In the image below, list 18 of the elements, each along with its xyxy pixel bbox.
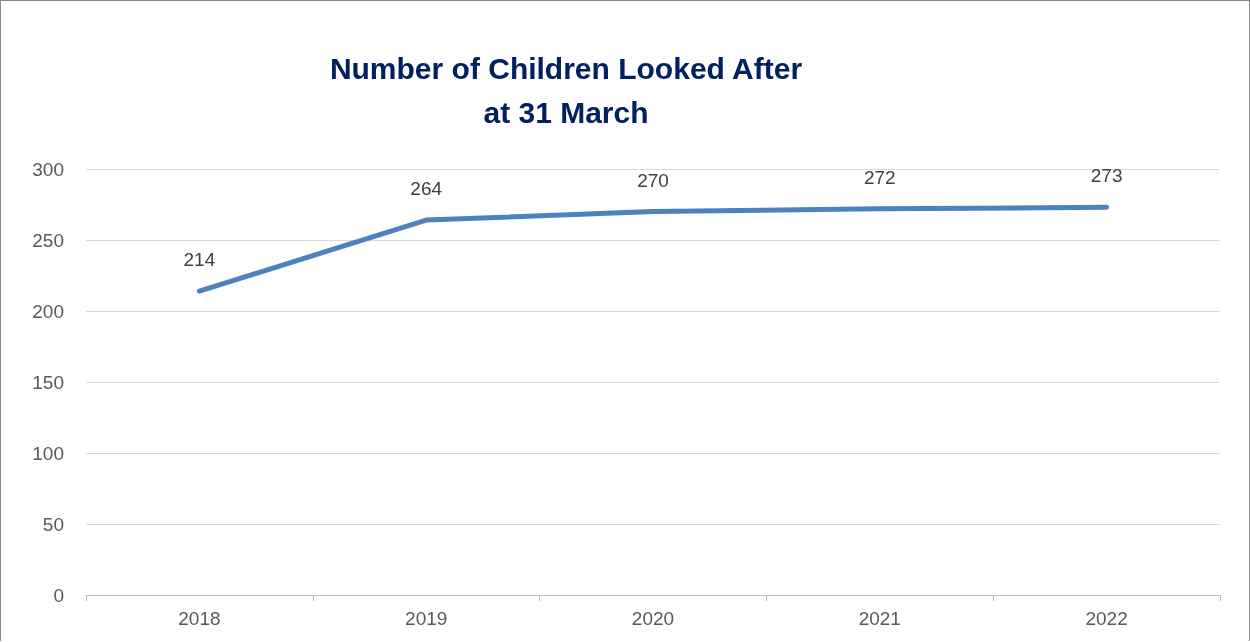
data-label: 214 (183, 249, 216, 271)
x-tick-label: 2018 (178, 608, 221, 629)
x-tick-label: 2019 (405, 608, 448, 629)
x-tick-label: 2021 (858, 608, 901, 629)
y-tick-label: 300 (32, 158, 64, 180)
x-tick-label: 2022 (1085, 608, 1128, 629)
data-label: 273 (1090, 165, 1123, 187)
y-tick-label: 0 (53, 584, 64, 606)
y-tick-label: 250 (32, 229, 64, 251)
x-tick-label: 2020 (631, 608, 675, 629)
data-label: 270 (637, 169, 669, 191)
y-tick-label: 100 (32, 442, 64, 464)
y-tick-label: 200 (32, 300, 64, 322)
data-label: 264 (410, 178, 443, 200)
y-tick-label: 50 (42, 513, 64, 535)
chart-title: Number of Children Looked After at 31 March (329, 51, 803, 129)
y-tick-label: 150 (32, 371, 64, 393)
data-label: 272 (863, 166, 896, 188)
